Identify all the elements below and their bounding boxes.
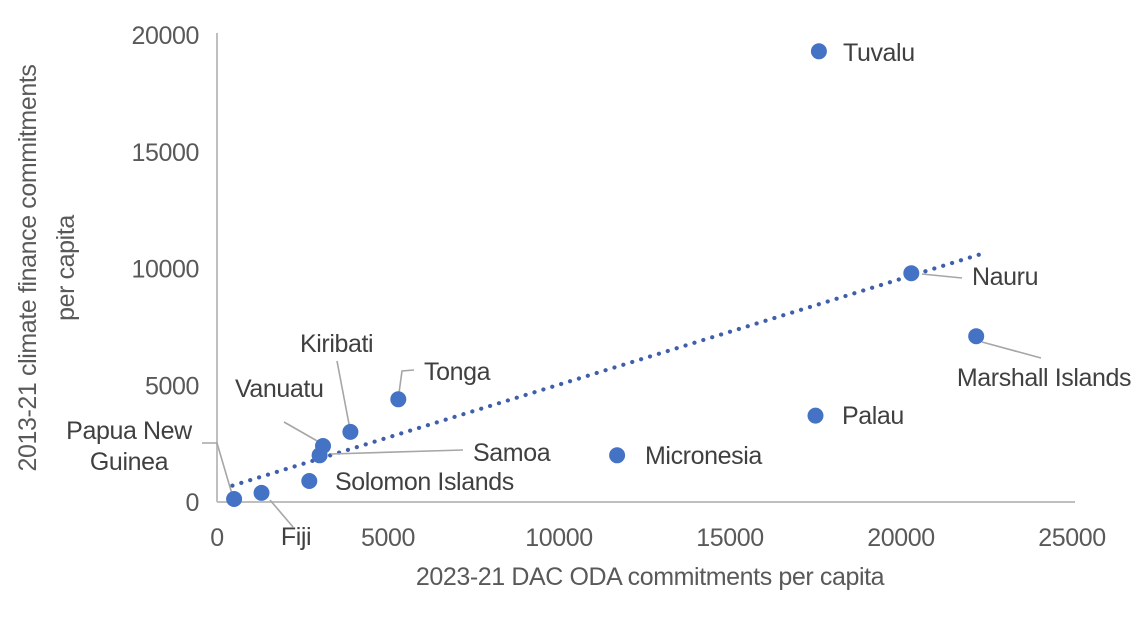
leader-kiribati bbox=[336, 360, 350, 425]
label-solomon-islands: Solomon Islands bbox=[335, 468, 514, 496]
point-kiribati bbox=[342, 423, 359, 440]
trendline bbox=[230, 252, 982, 488]
label-tuvalu: Tuvalu bbox=[843, 39, 915, 67]
y-tick-20000: 20000 bbox=[131, 22, 199, 50]
label-palau: Palau bbox=[842, 402, 904, 430]
point-micronesia bbox=[609, 447, 626, 464]
label-vanuatu: Vanuatu bbox=[235, 375, 323, 403]
point-marshall-islands bbox=[968, 328, 985, 345]
label-samoa: Samoa bbox=[473, 439, 551, 467]
point-vanuatu bbox=[315, 438, 331, 454]
x-tick-15000: 15000 bbox=[696, 524, 764, 552]
point-nauru bbox=[903, 265, 920, 282]
point-papua-new-guinea bbox=[226, 491, 243, 507]
x-tick-0: 0 bbox=[210, 524, 224, 552]
x-tick-5000: 5000 bbox=[361, 524, 415, 552]
leader-fiji bbox=[269, 499, 294, 528]
y-tick-15000: 15000 bbox=[131, 139, 199, 167]
point-tonga bbox=[390, 391, 407, 408]
label-papua-new-guinea-line2: Guinea bbox=[90, 448, 169, 476]
leader-vanuatu bbox=[283, 421, 320, 443]
label-fiji: Fiji bbox=[281, 523, 311, 551]
data-points-group bbox=[226, 43, 985, 507]
leader-samoa bbox=[330, 449, 464, 455]
leader-papua-new-guinea bbox=[202, 442, 233, 495]
leader-marshall-islands bbox=[981, 341, 1042, 359]
point-solomon-islands bbox=[301, 473, 318, 489]
label-marshall-islands: Marshall Islands bbox=[957, 364, 1131, 392]
x-tick-25000: 25000 bbox=[1038, 524, 1106, 552]
label-papua-new-guinea-line1: Papua New bbox=[66, 417, 193, 445]
x-axis-title: 2023-21 DAC ODA commitments per capita bbox=[416, 563, 885, 591]
leader-nauru bbox=[921, 273, 963, 279]
point-tuvalu bbox=[810, 43, 827, 60]
y-tick-10000: 10000 bbox=[131, 256, 199, 284]
y-axis-title-line1: 2013-21 climate finance commitments bbox=[14, 64, 42, 471]
x-axis-ticks: 0 5000 10000 15000 20000 25000 bbox=[210, 524, 1106, 552]
point-palau bbox=[807, 407, 824, 424]
point-fiji bbox=[253, 484, 270, 501]
x-tick-10000: 10000 bbox=[525, 524, 593, 552]
leader-tonga bbox=[398, 369, 415, 394]
y-tick-5000: 5000 bbox=[145, 372, 199, 400]
label-nauru: Nauru bbox=[972, 263, 1038, 291]
x-tick-20000: 20000 bbox=[867, 524, 935, 552]
label-micronesia: Micronesia bbox=[645, 442, 762, 470]
label-kiribati: Kiribati bbox=[300, 330, 373, 358]
y-axis-title-line2: per capita bbox=[52, 215, 80, 321]
y-tick-0: 0 bbox=[185, 489, 199, 517]
label-tonga: Tonga bbox=[424, 358, 491, 386]
leader-lines-group bbox=[202, 273, 1042, 528]
trendline-group bbox=[230, 252, 982, 488]
y-axis-ticks: 0 5000 10000 15000 20000 bbox=[131, 22, 199, 517]
